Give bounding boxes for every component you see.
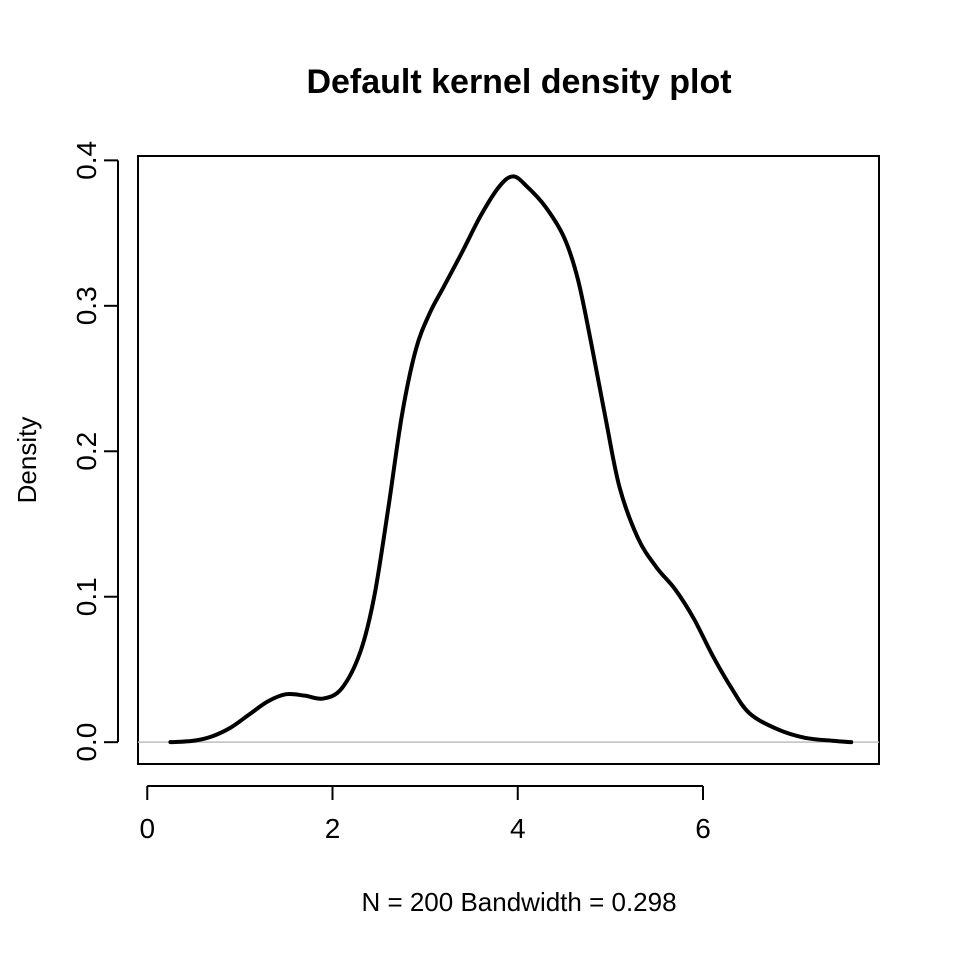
y-tick-label: 0.4 (71, 141, 102, 180)
plot-frame (137, 155, 880, 765)
x-tick-label: 0 (139, 813, 155, 844)
y-tick-label: 0.3 (71, 286, 102, 325)
density-curve-0 (168, 174, 854, 745)
y-tick-label: 0.2 (71, 432, 102, 471)
chart-title: Default kernel density plot (306, 63, 731, 101)
y-axis: 0.0 0.1 0.2 0.3 0.4 (71, 141, 119, 762)
y-tick-label: 0.1 (71, 577, 102, 616)
x-tick-label: 6 (695, 813, 711, 844)
x-axis: 0 2 4 6 (139, 785, 711, 844)
x-tick-label: 2 (325, 813, 341, 844)
y-tick-label: 0.0 (71, 723, 102, 762)
x-axis-label: N = 200 Bandwidth = 0.298 (361, 887, 676, 917)
series-layer (168, 174, 854, 745)
x-tick-label: 4 (510, 813, 526, 844)
y-axis-label: Density (12, 417, 42, 504)
